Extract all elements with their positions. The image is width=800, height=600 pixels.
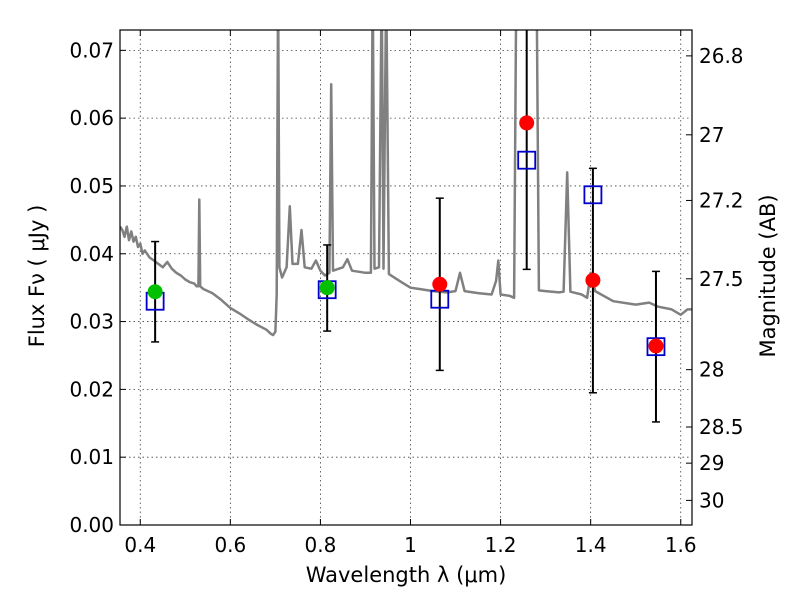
spectrum-line [120,30,692,337]
model-square [517,150,537,170]
errorbar-layer [151,30,660,423]
x-axis-label: Wavelength λ (μm) [306,563,507,587]
y-tick-label: 0.03 [69,310,114,334]
x-tick-label: 1.6 [665,533,697,557]
labels-layer: 0.4 0.6 0.8 1 1.2 1.4 1.6 0.00 0.01 0.02 0.03 0.04 0… [69,38,743,557]
right-tick-label: 27.5 [699,267,744,291]
x-tick-label: 0.8 [305,533,337,557]
data-point [585,272,601,288]
right-tick-label: 27 [699,123,724,147]
grid-layer [120,30,692,526]
plot-frame [119,29,693,526]
data-point [432,276,448,292]
x-tick-label: 1.2 [485,533,517,557]
spectrum-layer [120,30,692,337]
x-tick-label: 0.6 [214,533,246,557]
right-tick-label: 28.5 [699,415,744,439]
data-point [648,338,664,354]
x-tick-label: 0.4 [124,533,156,557]
right-tick-label: 27.2 [699,188,744,212]
data-point [147,284,163,300]
right-tick-label: 26.8 [699,44,744,68]
model-square [646,337,666,357]
data-point [519,115,535,131]
data-point [319,280,335,296]
right-y-axis-label: Magnitude (AB) [756,194,780,357]
points-layer [147,115,664,354]
y-tick-label: 0.05 [69,174,114,198]
right-tick-label: 29 [699,451,724,475]
plot-area [120,30,692,423]
ticks-layer [120,30,692,526]
right-tick-label: 28 [699,358,724,382]
x-tick-label: 1 [404,533,417,557]
y-tick-label: 0.00 [69,513,114,537]
x-tick-label: 1.4 [575,533,607,557]
y-tick-label: 0.07 [69,38,114,62]
right-tick-label: 30 [699,488,724,512]
y-axis-label: Flux Fν ( μJy ) [25,205,49,348]
y-tick-label: 0.06 [69,106,114,130]
y-tick-label: 0.01 [69,445,114,469]
y-tick-label: 0.02 [69,377,114,401]
y-tick-label: 0.04 [69,242,114,266]
model-square [583,185,603,205]
